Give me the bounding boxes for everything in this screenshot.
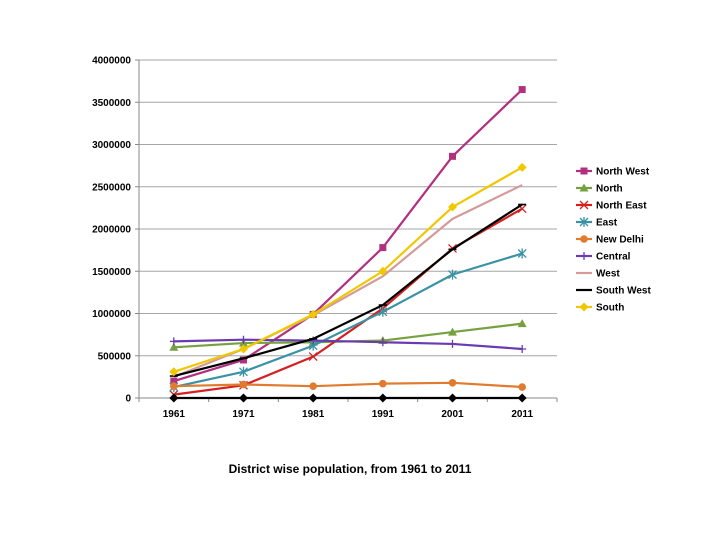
series-line (173, 88, 523, 383)
data-point (449, 152, 456, 160)
series-line (173, 207, 523, 396)
legend-label: North East (596, 201, 647, 212)
y-tick-label: 500000 (98, 351, 132, 362)
data-point (169, 337, 178, 346)
legend-item: East (576, 217, 618, 229)
y-tick-label: 1000000 (92, 309, 131, 320)
legend-marker (580, 252, 588, 260)
data-point (448, 327, 457, 336)
legend-item: North East (576, 201, 647, 212)
legend-label: East (596, 218, 618, 229)
legend-marker (580, 235, 588, 243)
chart-title: District wise population, from 1961 to 2… (228, 462, 472, 476)
series-south-west (169, 203, 527, 378)
data-point (448, 393, 457, 403)
legend-marker (579, 217, 589, 227)
legend-label: North West (596, 167, 650, 178)
data-point (308, 309, 318, 319)
legend-marker (579, 183, 589, 192)
data-point (378, 266, 388, 276)
y-tick-label: 0 (125, 394, 131, 405)
legend-item: South (576, 302, 624, 314)
legend-item: New Delhi (576, 235, 644, 246)
series-north-east (169, 204, 527, 400)
y-tick-label: 2500000 (92, 182, 131, 193)
data-point (517, 319, 527, 328)
series-line (173, 338, 523, 351)
series-unnamed (169, 393, 527, 403)
data-point (518, 344, 527, 353)
data-point (239, 335, 248, 344)
data-point (518, 383, 526, 391)
series-line (173, 381, 523, 389)
x-tick-label: 1991 (372, 409, 395, 420)
data-point (518, 86, 526, 94)
data-point (239, 380, 248, 389)
x-tick-label: 1961 (163, 409, 186, 420)
y-tick-label: 3500000 (92, 98, 131, 109)
series-line (173, 203, 523, 378)
legend-marker (580, 167, 588, 175)
data-point (239, 393, 248, 403)
data-point (169, 367, 179, 377)
data-point (448, 202, 457, 212)
x-tick-label: 2011 (511, 409, 533, 420)
y-tick-label: 1500000 (92, 267, 131, 278)
legend-label: South (596, 303, 624, 314)
series-east (169, 248, 527, 393)
legend-label: North (596, 184, 623, 195)
x-tick-label: 2001 (441, 409, 464, 420)
data-point (517, 248, 527, 259)
legend: North West North North East East New Delhi Ce… (576, 167, 651, 314)
legend-item: North (576, 183, 623, 195)
data-point (170, 377, 178, 385)
legend-label: West (596, 269, 620, 280)
data-point (379, 244, 387, 252)
data-point (378, 306, 388, 317)
data-point (448, 339, 457, 348)
legend-label: South West (596, 286, 651, 297)
series-central (169, 335, 527, 353)
y-tick-label: 3000000 (92, 140, 131, 151)
legend-marker (579, 200, 589, 210)
x-tick-label: 1981 (302, 409, 325, 420)
data-point (239, 344, 248, 354)
data-point (517, 393, 527, 403)
data-point (378, 338, 387, 347)
data-point (308, 352, 318, 362)
series-line (173, 166, 523, 373)
data-point (240, 356, 247, 364)
legend-item: Central (576, 252, 631, 263)
legend-label: Central (596, 252, 631, 263)
series-line (173, 322, 523, 349)
data-point (448, 269, 457, 280)
legend-item: South West (576, 286, 651, 297)
data-point (379, 379, 387, 388)
data-point (448, 378, 457, 387)
y-tick-label: 4000000 (92, 56, 131, 67)
data-point (170, 382, 178, 390)
data-point (308, 393, 318, 403)
legend-item: North West (576, 167, 650, 178)
data-point (378, 393, 388, 403)
data-point (517, 162, 527, 172)
data-point (239, 366, 248, 377)
data-point (169, 393, 179, 403)
series-south (169, 162, 527, 377)
y-tick-label: 2000000 (92, 225, 131, 236)
series-line (173, 252, 523, 389)
data-point (169, 342, 179, 351)
x-tick-label: 1971 (232, 409, 255, 420)
data-point (309, 382, 317, 390)
legend-marker (579, 302, 589, 312)
series-new-delhi (170, 378, 526, 391)
legend-label: New Delhi (596, 235, 644, 246)
legend-item: West (576, 269, 620, 280)
